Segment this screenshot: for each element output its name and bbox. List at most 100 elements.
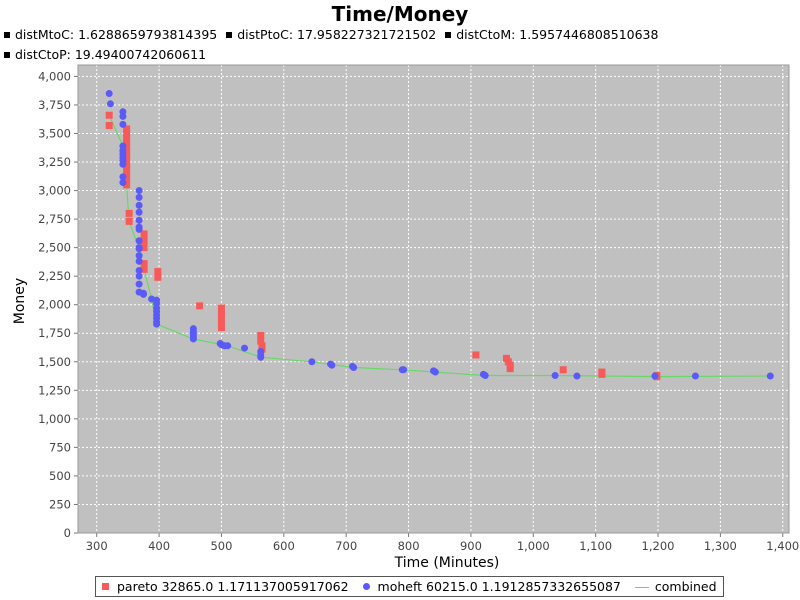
moheft-point xyxy=(135,245,143,253)
y-axis-label: Money xyxy=(12,278,28,324)
pareto-point xyxy=(217,304,225,312)
y-tick-label: 500 xyxy=(49,469,71,483)
pareto-point xyxy=(217,318,225,326)
stats-line-2: distCtoP: 19.49400742060611 xyxy=(4,47,211,62)
x-tick-label: 1,100 xyxy=(579,539,612,553)
pareto-point xyxy=(123,148,131,156)
moheft-point xyxy=(135,266,143,274)
plot-border xyxy=(77,64,790,534)
moheft-point xyxy=(691,372,699,380)
circle-marker-icon xyxy=(362,583,370,590)
stat-dist-c-to-p: distCtoP: 19.49400742060611 xyxy=(15,47,207,62)
y-tick-label: 3,500 xyxy=(38,126,71,140)
stat-dist-m-to-c: distMtoC: 1.6288659793814395 xyxy=(15,27,218,42)
moheft-point xyxy=(431,368,439,376)
pareto-point xyxy=(123,125,131,133)
pareto-point xyxy=(154,268,162,276)
pareto-point xyxy=(217,311,225,319)
legend-label-pareto: pareto 32865.0 1.171137005917062 xyxy=(117,579,349,594)
moheft-point xyxy=(135,193,143,201)
moheft-point xyxy=(400,366,408,374)
pareto-point xyxy=(154,273,162,281)
x-tick-label: 800 xyxy=(398,539,420,553)
moheft-point xyxy=(651,372,659,380)
y-tick-label: 1,250 xyxy=(38,383,71,397)
pareto-point xyxy=(506,365,514,373)
plot-background xyxy=(78,65,789,533)
moheft-point xyxy=(766,372,774,380)
y-tick-label: 3,000 xyxy=(38,184,71,198)
x-tick-label: 400 xyxy=(148,539,170,553)
moheft-point xyxy=(350,363,358,371)
pareto-point xyxy=(105,111,113,119)
y-tick-label: 3,750 xyxy=(38,98,71,112)
x-tick-label: 1,000 xyxy=(517,539,550,553)
moheft-point xyxy=(119,160,127,168)
moheft-point xyxy=(135,208,143,216)
pareto-point xyxy=(140,260,148,268)
moheft-point xyxy=(481,371,489,379)
legend-entry-moheft: moheft 60215.0 1.1912857332655087 xyxy=(362,579,621,594)
y-tick-label: 750 xyxy=(49,440,71,454)
y-tick-label: 1,500 xyxy=(38,355,71,369)
pareto-point xyxy=(123,134,131,142)
y-tick-label: 1,000 xyxy=(38,412,71,426)
pareto-point xyxy=(123,161,131,169)
y-tick-label: 2,000 xyxy=(38,298,71,312)
moheft-point xyxy=(119,112,127,120)
x-axis-label: Time (Minutes) xyxy=(394,555,500,571)
pareto-point xyxy=(598,370,606,378)
line-marker-icon xyxy=(634,587,649,588)
pareto-point xyxy=(559,366,567,374)
moheft-point xyxy=(224,342,232,350)
pareto-point xyxy=(123,129,131,137)
bullet-square-icon xyxy=(4,31,10,38)
stats-line-1: distMtoC: 1.6288659793814395 distPtoC: 1… xyxy=(4,27,663,42)
pareto-point xyxy=(257,337,265,345)
x-tick-label: 500 xyxy=(210,539,232,553)
pareto-point xyxy=(123,157,131,165)
moheft-point xyxy=(551,371,559,379)
y-tick-label: 2,500 xyxy=(38,241,71,255)
moheft-point xyxy=(135,225,143,233)
pareto-point xyxy=(140,230,148,238)
stat-dist-c-to-m: distCtoM: 1.5957446808510638 xyxy=(456,27,659,42)
moheft-point xyxy=(135,237,143,245)
y-tick-label: 2,750 xyxy=(38,212,71,226)
y-tick-label: 2,250 xyxy=(38,269,71,283)
pareto-point xyxy=(123,166,131,174)
pareto-point xyxy=(125,217,133,225)
pareto-point xyxy=(217,324,225,332)
x-tick-label: 700 xyxy=(335,539,357,553)
legend-label-combined: combined xyxy=(654,579,717,594)
pareto-point xyxy=(123,176,131,184)
x-tick-label: 1,300 xyxy=(704,539,737,553)
y-tick-label: 3,250 xyxy=(38,155,71,169)
pareto-point xyxy=(140,265,148,273)
moheft-point xyxy=(135,187,143,195)
pareto-point xyxy=(257,332,265,340)
pareto-point xyxy=(123,139,131,147)
moheft-point xyxy=(135,280,143,288)
moheft-point xyxy=(135,257,143,265)
y-tick-label: 250 xyxy=(49,497,71,511)
moheft-point xyxy=(573,372,581,380)
moheft-point xyxy=(328,361,336,369)
moheft-point xyxy=(257,353,265,361)
pareto-point xyxy=(123,171,131,179)
moheft-point xyxy=(135,252,143,260)
moheft-point xyxy=(308,358,316,366)
moheft-point xyxy=(119,179,127,187)
legend-entry-combined: combined xyxy=(634,579,717,594)
x-tick-label: 1,400 xyxy=(766,539,799,553)
stat-dist-p-to-c: distPtoC: 17.958227321721502 xyxy=(237,27,437,42)
pareto-point xyxy=(140,244,148,252)
moheft-point xyxy=(135,216,143,224)
plot-area: 300 400 500 600 700 800 900 1,000 1,100 1,200 1,30… xyxy=(38,64,799,553)
x-tick-label: 600 xyxy=(273,539,295,553)
chart-legend: pareto 32865.0 1.171137005917062 moheft … xyxy=(95,576,724,597)
pareto-point xyxy=(123,143,131,151)
y-tick-label: 4,000 xyxy=(38,69,71,83)
pareto-point xyxy=(105,121,113,129)
